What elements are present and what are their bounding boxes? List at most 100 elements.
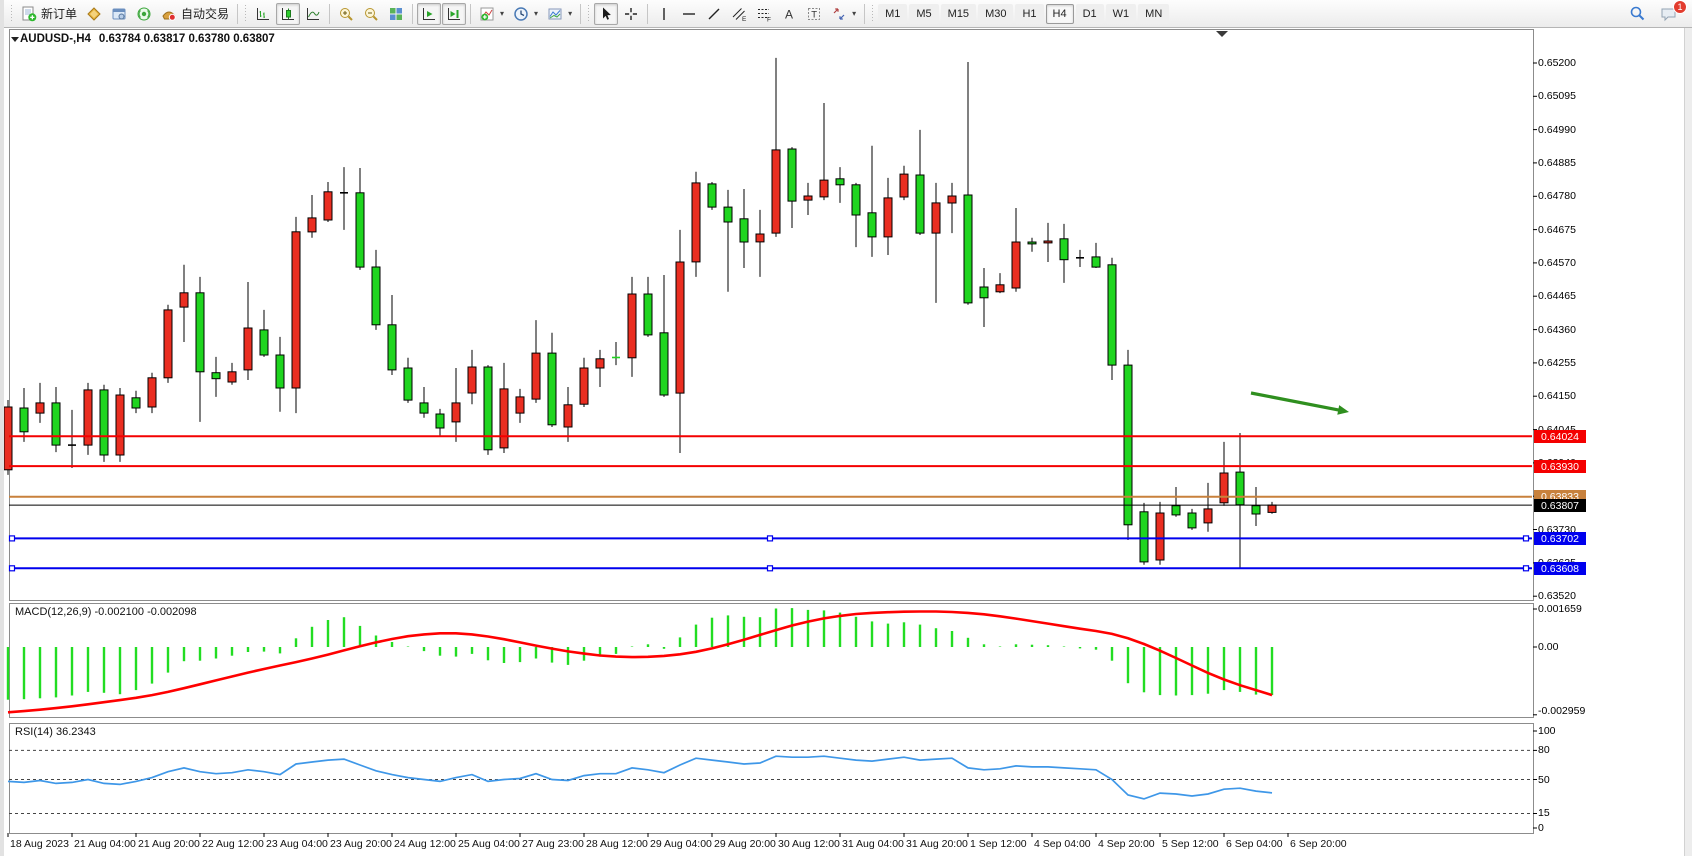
rsi-tick-label: 0 [1538, 822, 1544, 834]
price-line-label: 0.63807 [1534, 499, 1586, 512]
rsi-tick-label: 100 [1538, 725, 1556, 737]
periods-clock-icon [514, 6, 528, 21]
toolbar-grip[interactable] [871, 4, 876, 23]
time-axis-label: 21 Aug 04:00 [74, 838, 136, 850]
line-chart-button[interactable] [301, 3, 325, 25]
main-toolbar: 新订单 自动交易 [4, 0, 1692, 28]
time-axis-label: 1 Sep 12:00 [970, 838, 1027, 850]
time-axis-label: 4 Sep 20:00 [1098, 838, 1155, 850]
timeframe-button-h1[interactable]: H1 [1015, 3, 1044, 24]
text-tool-button[interactable]: A [777, 3, 801, 25]
vertical-line-tool-button[interactable] [652, 3, 676, 25]
toolbar-grip[interactable] [10, 4, 14, 23]
zoom-out-button[interactable] [359, 3, 383, 25]
notification-badge: 1 [1673, 0, 1687, 14]
price-tick-label: 0.64360 [1538, 324, 1576, 336]
toolbar-separator [470, 3, 472, 24]
chart-shift-icon [448, 7, 461, 20]
dropdown-caret-icon: ▾ [568, 9, 573, 18]
rsi-tick-label: 50 [1538, 774, 1550, 786]
zoom-out-icon [365, 7, 378, 21]
autotrading-label: 自动交易 [181, 7, 230, 21]
timeframe-button-m15[interactable]: M15 [940, 3, 977, 24]
timeframe-button-m30[interactable]: M30 [978, 3, 1014, 24]
templates-icon [548, 8, 562, 19]
toolbar-separator [329, 3, 331, 24]
price-tick-label: 0.64990 [1538, 124, 1576, 136]
price-line-label: 0.64024 [1534, 430, 1586, 443]
horizontal-line-icon [683, 12, 696, 15]
rsi-panel[interactable] [9, 723, 1534, 834]
toolbar-separator [412, 3, 414, 24]
dropdown-caret-icon: ▾ [852, 9, 857, 18]
time-axis-label: 30 Aug 12:00 [778, 838, 840, 850]
horizontal-line-tool-button[interactable] [677, 3, 701, 25]
dropdown-caret-icon: ▾ [500, 9, 505, 18]
cursor-tool-button[interactable] [594, 2, 619, 25]
toolbar-separator [237, 3, 239, 24]
indicators-icon [480, 7, 494, 20]
bar-chart-button[interactable] [251, 3, 275, 25]
data-window-button[interactable] [107, 3, 131, 25]
tile-windows-button[interactable] [384, 3, 408, 25]
cursor-icon [603, 7, 611, 20]
new-order-label: 新订单 [41, 7, 78, 21]
time-axis-label: 6 Sep 04:00 [1226, 838, 1283, 850]
toolbar-grip[interactable] [244, 4, 249, 23]
timeframe-button-mn[interactable]: MN [1138, 3, 1170, 24]
price-tick-label: 0.65095 [1538, 90, 1576, 102]
svg-text:F: F [767, 16, 771, 22]
timeframe-button-d1[interactable]: D1 [1075, 3, 1104, 24]
price-line-label: 0.63930 [1534, 460, 1586, 473]
new-order-button[interactable]: 新订单 [17, 3, 81, 25]
fibonacci-tool-button[interactable]: F [752, 3, 776, 25]
timeframe-button-m1[interactable]: M1 [878, 3, 908, 24]
price-chart-panel[interactable] [9, 29, 1534, 601]
vertical-line-icon [663, 7, 665, 20]
svg-text:A: A [785, 7, 793, 21]
zoom-in-icon [340, 7, 353, 21]
arrows-tool-button[interactable]: ▾ [827, 3, 860, 25]
new-order-icon [22, 6, 37, 21]
templates-button[interactable]: ▾ [543, 3, 576, 25]
macd-panel[interactable] [9, 603, 1534, 718]
bar-chart-icon [257, 7, 270, 20]
dropdown-caret-icon: ▾ [534, 9, 539, 18]
channel-tool-button[interactable]: E [727, 3, 751, 25]
label-tool-icon: T [808, 7, 821, 20]
toolbar-right: 1 [1625, 0, 1688, 25]
indicators-button[interactable]: ▾ [475, 3, 508, 25]
timeframe-button-h4[interactable]: H4 [1045, 3, 1074, 24]
timeframe-button-m5[interactable]: M5 [909, 3, 939, 24]
price-tick-label: 0.64465 [1538, 290, 1576, 302]
notifications-button[interactable]: 1 [1656, 0, 1687, 25]
timeframe-group: M1 M5 M15 M30 H1 H4 D1 W1 MN [878, 3, 1170, 24]
candlestick-chart-button[interactable] [276, 2, 301, 25]
window-scroll-strip[interactable] [1684, 27, 1692, 856]
trendline-tool-button[interactable] [702, 3, 726, 25]
line-chart-icon [307, 7, 320, 20]
crosshair-tool-button[interactable] [619, 3, 643, 25]
macd-tick-label: 0.001659 [1538, 603, 1582, 615]
price-line-label: 0.63702 [1534, 532, 1586, 545]
price-tick-label: 0.64150 [1538, 390, 1576, 402]
periods-button[interactable]: ▾ [509, 3, 542, 25]
time-axis-label: 18 Aug 2023 [10, 838, 69, 850]
timeframe-button-w1[interactable]: W1 [1105, 3, 1137, 24]
market-watch-button[interactable] [82, 3, 106, 25]
toolbar-grip[interactable] [587, 4, 592, 23]
time-axis-label: 6 Sep 20:00 [1290, 838, 1347, 850]
chart-shift-button[interactable] [442, 2, 467, 25]
auto-scroll-icon [423, 7, 436, 20]
autotrading-button[interactable]: 自动交易 [157, 3, 233, 25]
macd-tick-label: 0.00 [1538, 641, 1559, 653]
fibonacci-icon: F [758, 8, 771, 22]
label-tool-button[interactable]: T [802, 3, 826, 25]
auto-scroll-button[interactable] [417, 2, 442, 25]
collapse-arrow-icon[interactable] [11, 37, 19, 42]
search-button[interactable] [1625, 3, 1650, 25]
signals-button[interactable] [132, 3, 156, 25]
tile-windows-icon [390, 7, 403, 20]
price-tick-label: 0.64885 [1538, 157, 1576, 169]
zoom-in-button[interactable] [334, 3, 358, 25]
